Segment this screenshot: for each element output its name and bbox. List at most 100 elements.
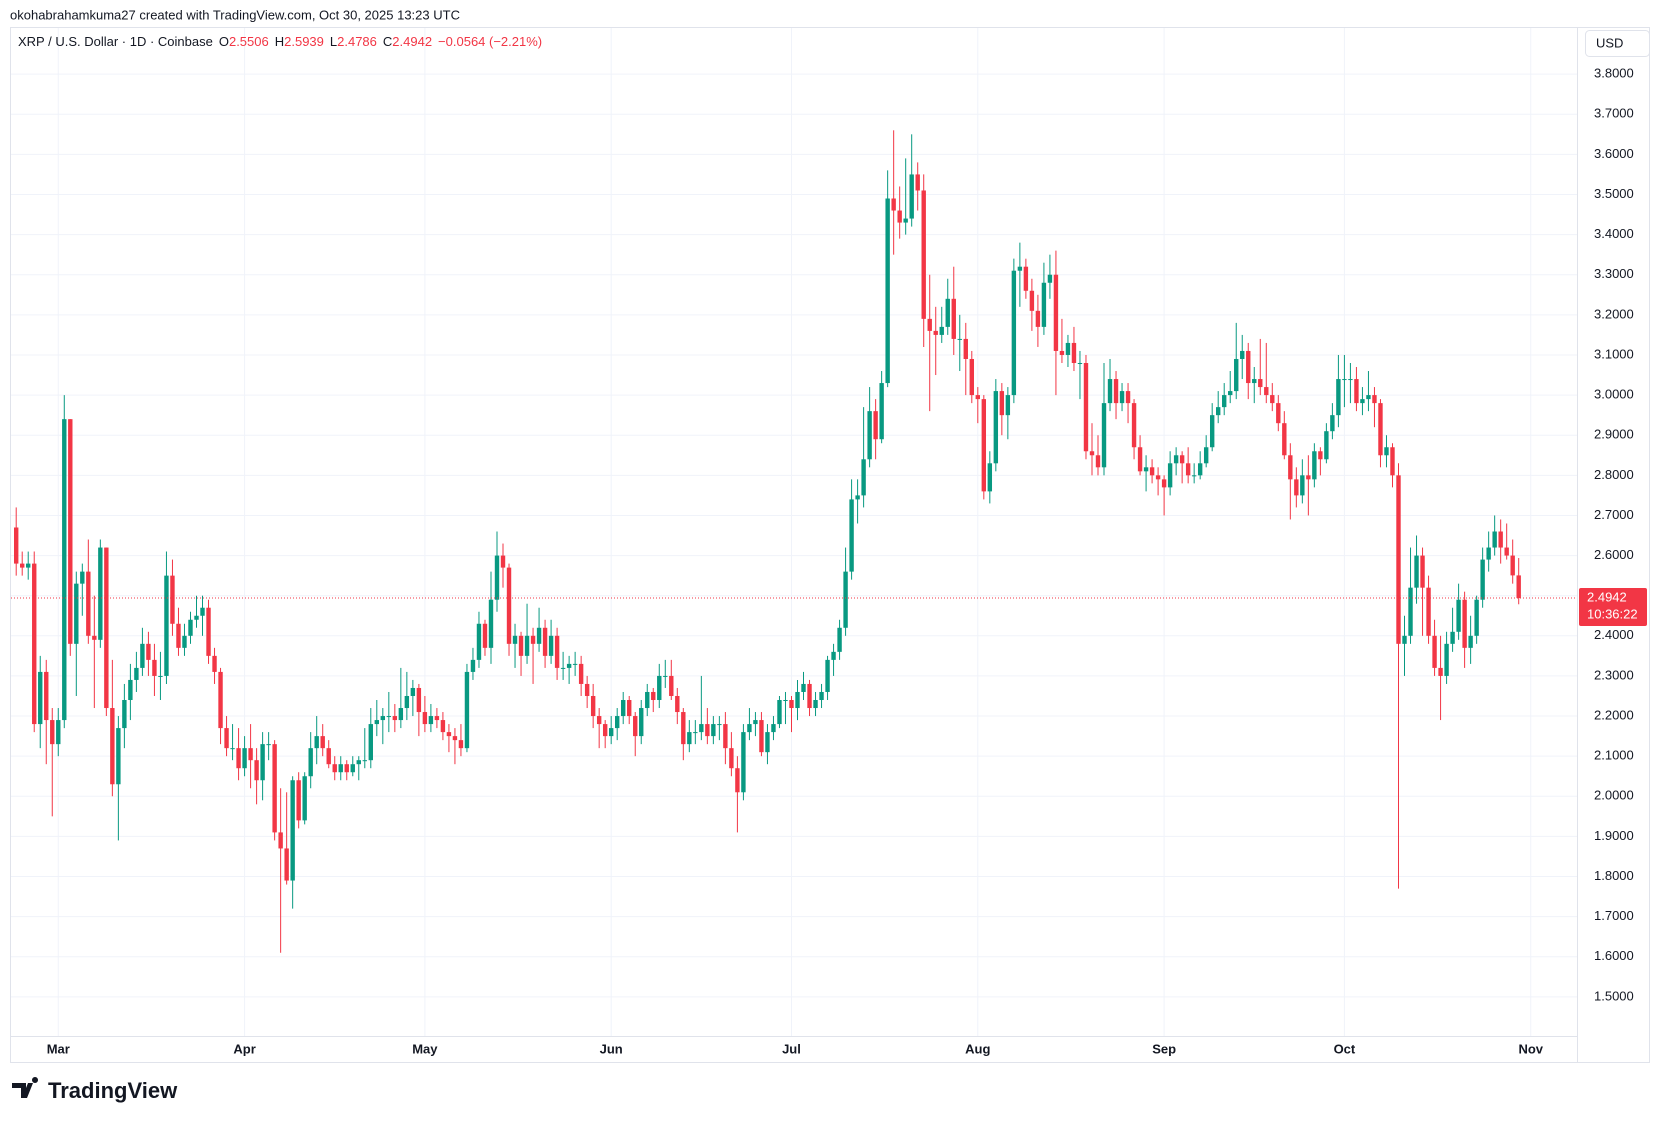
candle-body <box>1101 403 1107 468</box>
candle-body <box>1011 270 1017 396</box>
candle-body <box>693 732 698 734</box>
candle-body <box>50 720 55 745</box>
candle-body <box>278 832 283 849</box>
candle-body <box>1191 475 1197 477</box>
overlay: 1.5000 1.6000 1.7000 1.8000 1.9000 2.0000 2.10… <box>11 66 1647 1056</box>
candle-body <box>729 748 734 769</box>
candle-body <box>1113 379 1119 404</box>
candle-body <box>1312 451 1317 480</box>
candle-body <box>1161 479 1167 488</box>
candle-body <box>1324 431 1329 460</box>
candle-body <box>645 691 650 709</box>
candle-body <box>1432 635 1437 668</box>
candle-body <box>765 732 770 753</box>
candle-body <box>1119 391 1125 404</box>
candle-body <box>236 748 241 769</box>
candle-body <box>1185 463 1191 476</box>
open-value: 2.5506 <box>229 34 269 49</box>
candle-body <box>1438 667 1443 676</box>
y-tick-label: 2.0000 <box>1594 788 1634 803</box>
y-tick-label: 3.7000 <box>1594 106 1634 121</box>
candle-body <box>482 623 488 648</box>
candle-body <box>512 635 518 644</box>
y-tick-label: 2.6000 <box>1594 547 1634 562</box>
candle-body <box>951 298 956 339</box>
y-tick-label: 2.3000 <box>1594 667 1634 682</box>
candle-body <box>122 700 127 729</box>
candle-body <box>1498 531 1503 548</box>
currency[interactable]: USD <box>1596 35 1623 50</box>
candle-body <box>326 748 331 765</box>
x-tick-label: Oct <box>1334 1041 1356 1056</box>
candle-body <box>1390 447 1395 476</box>
y-tick-label: 2.8000 <box>1594 467 1634 482</box>
candle-body <box>1131 403 1137 448</box>
y-tick-label: 3.2000 <box>1594 306 1634 321</box>
candle-body <box>308 748 313 777</box>
y-tick-label: 2.1000 <box>1594 748 1634 763</box>
candle-body <box>158 675 163 677</box>
candle-body <box>524 635 530 656</box>
candle-body <box>849 499 854 572</box>
candle-body <box>897 210 902 223</box>
candle-body <box>74 583 79 644</box>
candle-body <box>392 716 398 721</box>
candle-body <box>1240 350 1245 359</box>
candle-body <box>1258 379 1263 388</box>
x-tick-label: Nov <box>1518 1041 1543 1056</box>
candle-body <box>344 764 349 773</box>
candle-body <box>837 627 842 652</box>
candle-body <box>885 198 890 384</box>
candle-body <box>981 399 987 492</box>
candle-body <box>554 635 560 668</box>
candle-body <box>212 655 217 672</box>
y-tick-label: 3.5000 <box>1594 186 1634 201</box>
candle-body <box>164 575 169 676</box>
chart-frame <box>10 27 1650 1063</box>
change: −0.0564 (−2.21%) <box>438 34 542 49</box>
candle-body <box>1408 587 1413 636</box>
y-tick-label: 1.7000 <box>1594 908 1634 923</box>
candle-body <box>260 744 265 781</box>
candle-body <box>705 724 710 737</box>
symbol: XRP / U.S. Dollar · 1D · Coinbase <box>18 34 213 49</box>
candle-body <box>56 720 61 745</box>
close-label: C <box>383 34 392 49</box>
candle-body <box>909 174 914 219</box>
brand-logo <box>12 1077 39 1098</box>
candle-body <box>1294 479 1299 496</box>
candle-body <box>338 764 343 773</box>
candle-body <box>891 198 896 211</box>
candle-body <box>945 298 950 327</box>
currency-button[interactable] <box>1585 30 1650 57</box>
candle-body <box>933 330 938 335</box>
candle-body <box>999 391 1005 416</box>
candle-body <box>452 736 458 741</box>
candle-body <box>1354 379 1359 404</box>
close-value: 2.4942 <box>392 34 432 49</box>
candle-body <box>464 671 470 749</box>
candle-body <box>38 671 43 725</box>
candle-body <box>146 643 151 660</box>
candle-body <box>1083 362 1089 452</box>
candle-body <box>801 683 806 692</box>
y-tick-label: 3.1000 <box>1594 346 1634 361</box>
candle-body <box>272 744 277 833</box>
candle-body <box>1137 447 1143 472</box>
candle-body <box>26 563 31 568</box>
candle-body <box>266 744 271 746</box>
candle-body <box>1053 274 1059 351</box>
candle-body <box>62 419 67 721</box>
candle-body <box>867 411 872 460</box>
candle-body <box>735 768 740 793</box>
candle-body <box>777 700 782 725</box>
candle-body <box>536 627 542 644</box>
candle-body <box>32 563 37 725</box>
candle-body <box>98 547 103 640</box>
y-tick-label: 2.4000 <box>1594 627 1634 642</box>
candle-body <box>596 716 602 725</box>
y-tick-label: 3.0000 <box>1594 387 1634 402</box>
candle-body <box>927 318 932 331</box>
y-tick-label: 1.8000 <box>1594 868 1634 883</box>
candle-body <box>380 716 386 721</box>
